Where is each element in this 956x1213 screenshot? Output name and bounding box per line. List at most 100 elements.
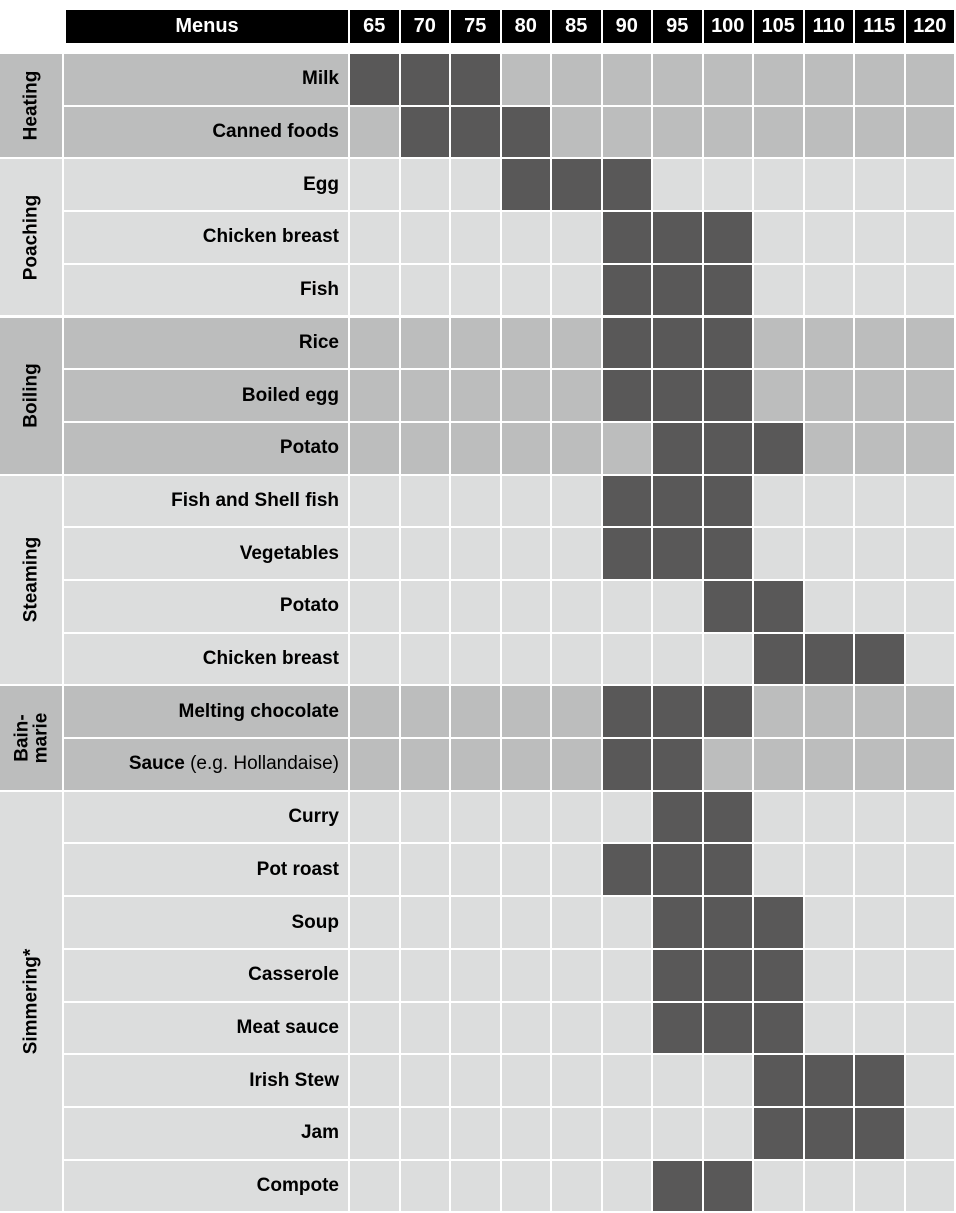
cell-active-100 [703,264,752,316]
cell-110 [804,844,853,896]
cell-100 [703,1055,752,1106]
cell-90 [602,633,651,685]
menu-name: Jam [300,1122,339,1144]
menu-name: Compote [256,1175,339,1197]
cell-active-95 [653,317,702,369]
cell-105 [754,264,803,316]
cell-100 [703,106,752,158]
cell-115 [855,686,904,738]
cell-70 [400,475,449,527]
cell-110 [804,475,853,527]
cell-70 [400,528,449,579]
cell-active-90 [602,844,651,896]
menu-cell: Chicken breast [64,212,348,263]
cell-active-110 [804,633,853,685]
group-label-line: marie [29,712,51,764]
cell-110 [804,1002,853,1054]
table-row: Potato [64,422,956,476]
cell-active-100 [703,528,752,579]
table-row: Rice [64,317,956,371]
cell-85 [552,844,601,896]
cell-active-100 [703,1160,752,1212]
cell-100 [703,54,752,105]
cell-110 [804,212,853,263]
cell-95 [653,580,702,632]
menu-name: Pot roast [256,858,339,880]
cell-75 [451,528,500,579]
cell-90 [602,422,651,474]
cell-active-90 [602,370,651,421]
header-menus: Menus [66,10,348,43]
menu-cell: Compote [64,1160,348,1212]
cell-active-105 [754,1002,803,1054]
cell-120 [905,264,954,316]
table-header: Menus 65 70 75 80 85 90 95 100 105 110 115 120 [0,0,956,52]
cell-105 [754,686,803,738]
cell-65 [350,422,399,474]
cell-110 [804,159,853,211]
table-row: Milk [64,54,956,107]
cell-70 [400,212,449,263]
header-temp-85: 85 [552,10,601,43]
menu-name: Potato [279,437,339,459]
cell-110 [804,370,853,421]
cell-80 [501,475,550,527]
menu-cell: Canned foods [64,106,348,158]
cell-120 [905,580,954,632]
table-row: Jam [64,1107,956,1161]
cell-105 [754,370,803,421]
menu-cell: Potato [64,422,348,474]
cell-active-70 [400,54,449,105]
cell-115 [855,264,904,316]
cell-65 [350,106,399,158]
group-simmering: Simmering* Curry Pot roast Soup Casserole Mea… [0,791,956,1213]
cell-110 [804,528,853,579]
header-temp-100: 100 [703,10,752,43]
cell-110 [804,317,853,369]
cell-80 [501,264,550,316]
menu-name: Meat sauce [236,1016,339,1038]
group-label: Boiling [0,317,64,474]
menu-name: Fish and Shell fish [171,489,339,511]
cell-75 [451,159,500,211]
group-label-text: Bain-marie [11,712,51,764]
menu-cell: Jam [64,1107,348,1159]
header-temp-105: 105 [754,10,803,43]
cell-85 [552,422,601,474]
cell-115 [855,1002,904,1054]
group-heating: Heating Milk Canned foods [0,54,956,160]
cell-65 [350,1055,399,1106]
table-row: Fish [64,264,956,318]
cell-70 [400,1160,449,1212]
group-label: Steaming [0,475,64,685]
cell-70 [400,370,449,421]
cell-100 [703,633,752,685]
menu-name: Curry [288,806,339,828]
table-row: Compote [64,1160,956,1213]
cell-80 [501,686,550,738]
cell-85 [552,897,601,948]
cell-105 [754,739,803,790]
cell-65 [350,264,399,316]
table-row: Meat sauce [64,1002,956,1056]
cell-105 [754,54,803,105]
menu-cell: Melting chocolate [64,686,348,738]
cell-85 [552,1055,601,1106]
cell-65 [350,370,399,421]
table-row: Pot roast [64,844,956,897]
cell-65 [350,1002,399,1054]
cell-120 [905,897,954,948]
header-temp-120: 120 [905,10,954,43]
cell-active-100 [703,844,752,896]
cell-85 [552,264,601,316]
cell-70 [400,791,449,843]
menu-cell: Boiled egg [64,370,348,421]
menu-note: (e.g. Hollandaise) [184,753,339,775]
group-label-text: Heating [20,70,42,141]
cell-90 [602,791,651,843]
menu-name: Vegetables [239,542,339,564]
cell-active-95 [653,528,702,579]
cell-65 [350,1107,399,1159]
cell-105 [754,528,803,579]
cell-75 [451,422,500,474]
